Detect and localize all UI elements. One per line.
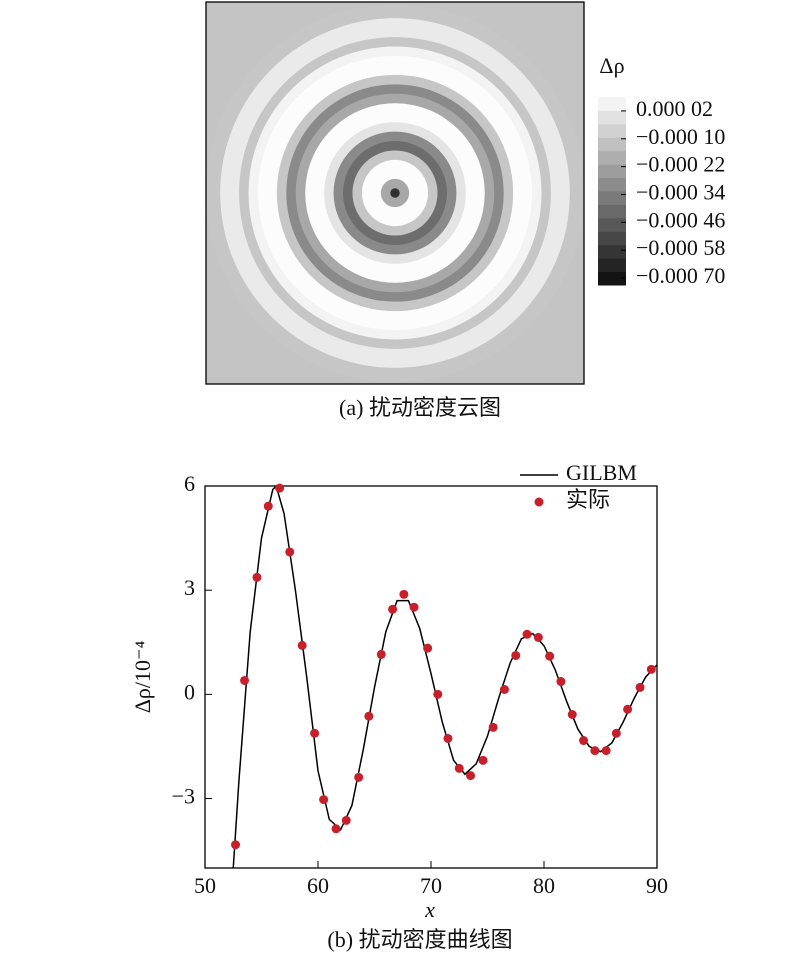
point [511,650,521,660]
y-tick-label: 0 [184,679,195,704]
colorbar-tick-label: −0.000 22 [636,152,725,177]
point [285,547,295,557]
x-axis-label: x [424,897,435,922]
x-tick-label: 80 [533,873,555,898]
x-tick-label: 50 [194,873,216,898]
legend-label: 实际 [566,487,610,512]
point [601,746,611,756]
point [522,629,532,639]
point [579,736,589,746]
point [399,589,409,599]
colorbar-tick-label: −0.000 10 [636,124,725,149]
colorbar-tick-label: −0.000 34 [636,180,725,205]
line [232,484,658,868]
legend-marker [534,497,544,507]
colorbar-band [598,191,626,205]
colorbar-band [598,97,626,111]
y-tick-label: 3 [184,575,195,600]
point [423,643,433,653]
y-tick-label: −3 [172,784,195,809]
point [331,824,341,834]
legend-label: GILBM [566,460,637,485]
point [545,651,555,661]
colorbar-band [598,204,626,219]
colorbar-band [598,231,626,246]
heatmap [206,4,584,382]
point [240,675,250,685]
colorbar: 0.000 02−0.000 10−0.000 22−0.000 34−0.00… [598,96,725,288]
point [376,649,386,659]
point [341,815,351,825]
x-tick-label: 90 [646,873,668,898]
colorbar-band [598,137,626,152]
y-axis-label: Δρ/10⁻⁴ [130,640,155,713]
point [567,710,577,720]
point [454,763,464,773]
point [297,640,307,650]
point [623,704,633,714]
point [478,755,488,765]
caption: (a) 扰动密度云图 [339,395,501,420]
point [466,771,476,781]
point [319,795,329,805]
colorbar-band [598,177,626,192]
colorbar-band [598,258,626,273]
point [590,746,600,756]
point [611,728,621,738]
point [533,632,543,642]
colorbar-tick-label: 0.000 02 [636,96,713,121]
colorbar-band [598,110,626,125]
point [556,677,566,687]
point [275,483,285,493]
colorbar-band [598,217,626,232]
point [388,604,398,614]
x-tick-label: 60 [307,873,329,898]
y-tick-label: 6 [184,471,195,496]
point [635,682,645,692]
point [354,772,364,782]
point [646,664,656,674]
ring [394,192,396,194]
colorbar-band [598,164,626,179]
point [310,728,320,738]
colorbar-band [598,123,626,138]
x-tick-label: 70 [420,873,442,898]
heatmap-frame [205,1,585,385]
point [364,711,374,721]
point [263,501,273,511]
colorbar-label: Δρ [599,53,624,78]
plot-frame [204,485,658,869]
colorbar-band [598,244,626,259]
point [443,733,453,743]
point [488,722,498,732]
colorbar-tick-label: −0.000 46 [636,207,725,232]
point [433,689,443,699]
colorbar-tick-label: −0.000 70 [636,263,725,288]
colorbar-tick-label: −0.000 58 [636,235,725,260]
caption: (b) 扰动密度曲线图 [327,927,512,952]
colorbar-band [598,150,626,165]
point [231,840,241,850]
point [409,602,419,612]
point [252,572,262,582]
colorbar-band [598,271,626,286]
point [499,685,509,695]
